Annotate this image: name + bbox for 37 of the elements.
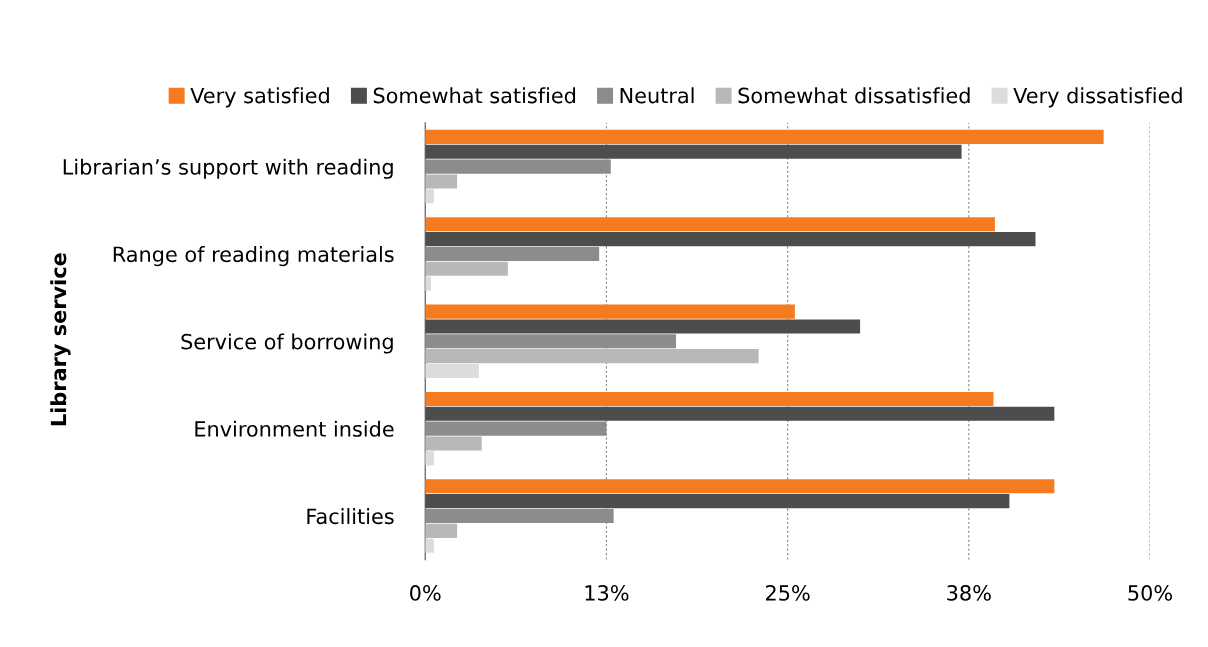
legend-label: Very satisfied [190, 87, 329, 108]
bar [425, 217, 995, 232]
bar [425, 391, 994, 406]
bar [425, 246, 600, 261]
bar [425, 189, 434, 204]
y-tick-label: Environment inside [195, 420, 394, 437]
bar [425, 304, 795, 319]
x-tick-label: 0% [410, 585, 441, 601]
x-tick-label: 25% [765, 585, 810, 601]
x-tick-label: 13% [585, 585, 629, 601]
bar [425, 261, 508, 276]
y-tick-label: Facilities [307, 508, 394, 525]
bar [425, 538, 434, 553]
bar [425, 523, 458, 538]
bar [425, 144, 962, 159]
y-tick-label: Service of borrowing [181, 333, 393, 354]
x-tick-label: 50% [1128, 585, 1173, 601]
bar [425, 319, 861, 334]
legend-label: Neutral [620, 87, 694, 104]
bar [425, 363, 479, 379]
y-tick-label: Range of reading materials [113, 246, 394, 267]
bar [425, 232, 1036, 247]
bar [425, 406, 1055, 421]
y-tick-label: Librarian’s support with reading [63, 158, 393, 179]
bar [425, 174, 458, 189]
bar [425, 129, 1104, 144]
legend-label: Very dissatisfied [1013, 87, 1182, 108]
bar [425, 436, 482, 451]
bar [425, 349, 759, 364]
bar [425, 451, 434, 466]
legend-label: Somewhat satisfied [373, 87, 576, 104]
x-tick-label: 38% [947, 585, 991, 601]
legend-label: Somewhat dissatisfied [738, 87, 970, 104]
y-axis-title: Library service [50, 253, 71, 426]
bar [425, 479, 1055, 494]
bar [425, 334, 676, 349]
bar [425, 494, 1010, 509]
